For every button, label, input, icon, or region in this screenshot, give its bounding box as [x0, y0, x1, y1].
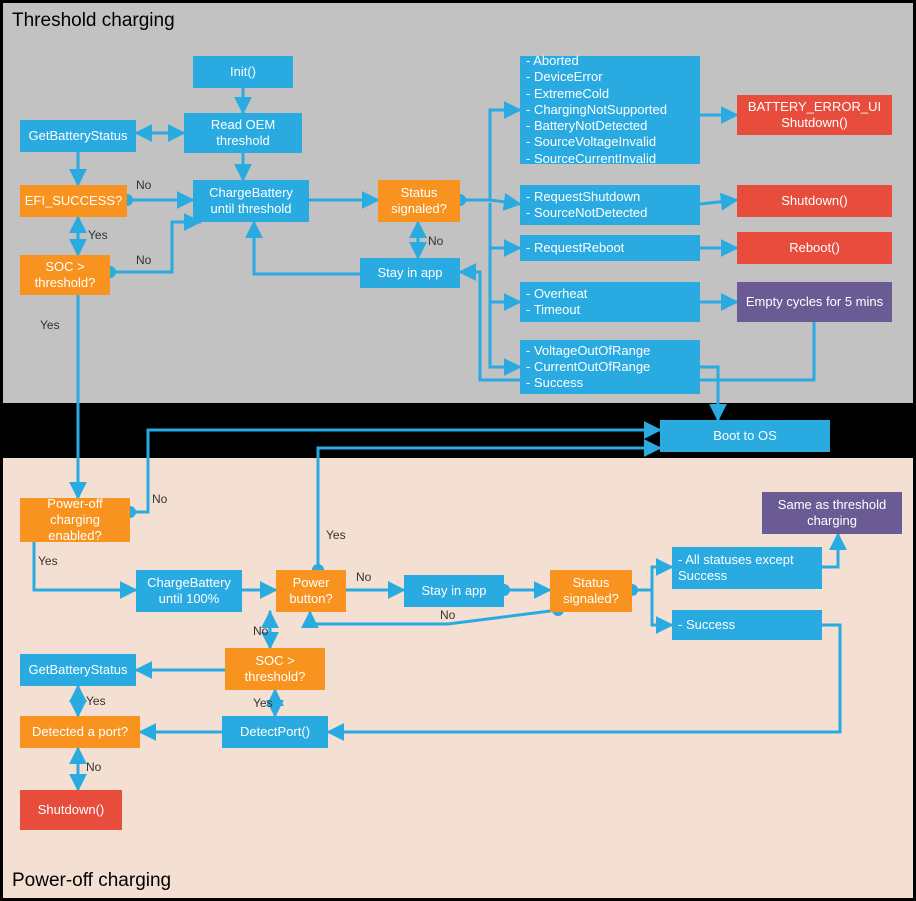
node-getbatt2: GetBatteryStatus	[20, 654, 136, 686]
node-boot: Boot to OS	[660, 420, 830, 452]
node-pwrbtn: Power button?	[276, 570, 346, 612]
node-shutdown1: Shutdown()	[737, 185, 892, 217]
node-reqshut: - RequestShutdown- SourceNotDetected	[520, 185, 700, 225]
node-stay2: Stay in app	[404, 575, 504, 607]
node-success: - Success	[672, 610, 822, 640]
edge-label: No	[428, 234, 443, 248]
edge-label: Yes	[253, 696, 273, 710]
edge-label: Yes	[86, 694, 106, 708]
node-efi: EFI_SUCCESS?	[20, 185, 127, 217]
edge-label: Yes	[38, 554, 58, 568]
edge-label: No	[136, 253, 151, 267]
node-allstat: - All statuses except Success	[672, 547, 822, 589]
node-voltrange: - VoltageOutOfRange- CurrentOutOfRange- …	[520, 340, 700, 394]
node-detport: Detected a port?	[20, 716, 140, 748]
edge-label: No	[86, 760, 101, 774]
node-charge100: ChargeBattery until 100%	[136, 570, 242, 612]
node-detectport: DetectPort()	[222, 716, 328, 748]
node-status1: Status signaled?	[378, 180, 460, 222]
node-emptycyc: Empty cycles for 5 mins	[737, 282, 892, 322]
node-reqreboot: - RequestReboot	[520, 235, 700, 261]
edge-label: No	[356, 570, 371, 584]
edge-label: Yes	[88, 228, 108, 242]
node-errui: BATTERY_ERROR_UI Shutdown()	[737, 95, 892, 135]
node-soc2: SOC > threshold?	[225, 648, 325, 690]
node-reboot: Reboot()	[737, 232, 892, 264]
node-stay1: Stay in app	[360, 258, 460, 288]
node-chargethr: ChargeBattery until threshold	[193, 180, 309, 222]
edge-label: Yes	[326, 528, 346, 542]
node-samethr: Same as threshold charging	[762, 492, 902, 534]
edge-label: No	[440, 608, 455, 622]
node-shutdown2: Shutdown()	[20, 790, 122, 830]
edge-label: Yes	[40, 318, 60, 332]
node-getbatt1: GetBatteryStatus	[20, 120, 136, 152]
edge-label: No	[253, 624, 268, 638]
edge-label: No	[152, 492, 167, 506]
node-status2: Status signaled?	[550, 570, 632, 612]
edge-label: No	[136, 178, 151, 192]
node-init: Init()	[193, 56, 293, 88]
node-poffen: Power-off charging enabled?	[20, 498, 130, 542]
node-soc1: SOC > threshold?	[20, 255, 110, 295]
node-readoem: Read OEM threshold	[184, 113, 302, 153]
node-overheat: - Overheat- Timeout	[520, 282, 700, 322]
node-errlist: - Aborted- DeviceError- ExtremeCold- Cha…	[520, 56, 700, 164]
